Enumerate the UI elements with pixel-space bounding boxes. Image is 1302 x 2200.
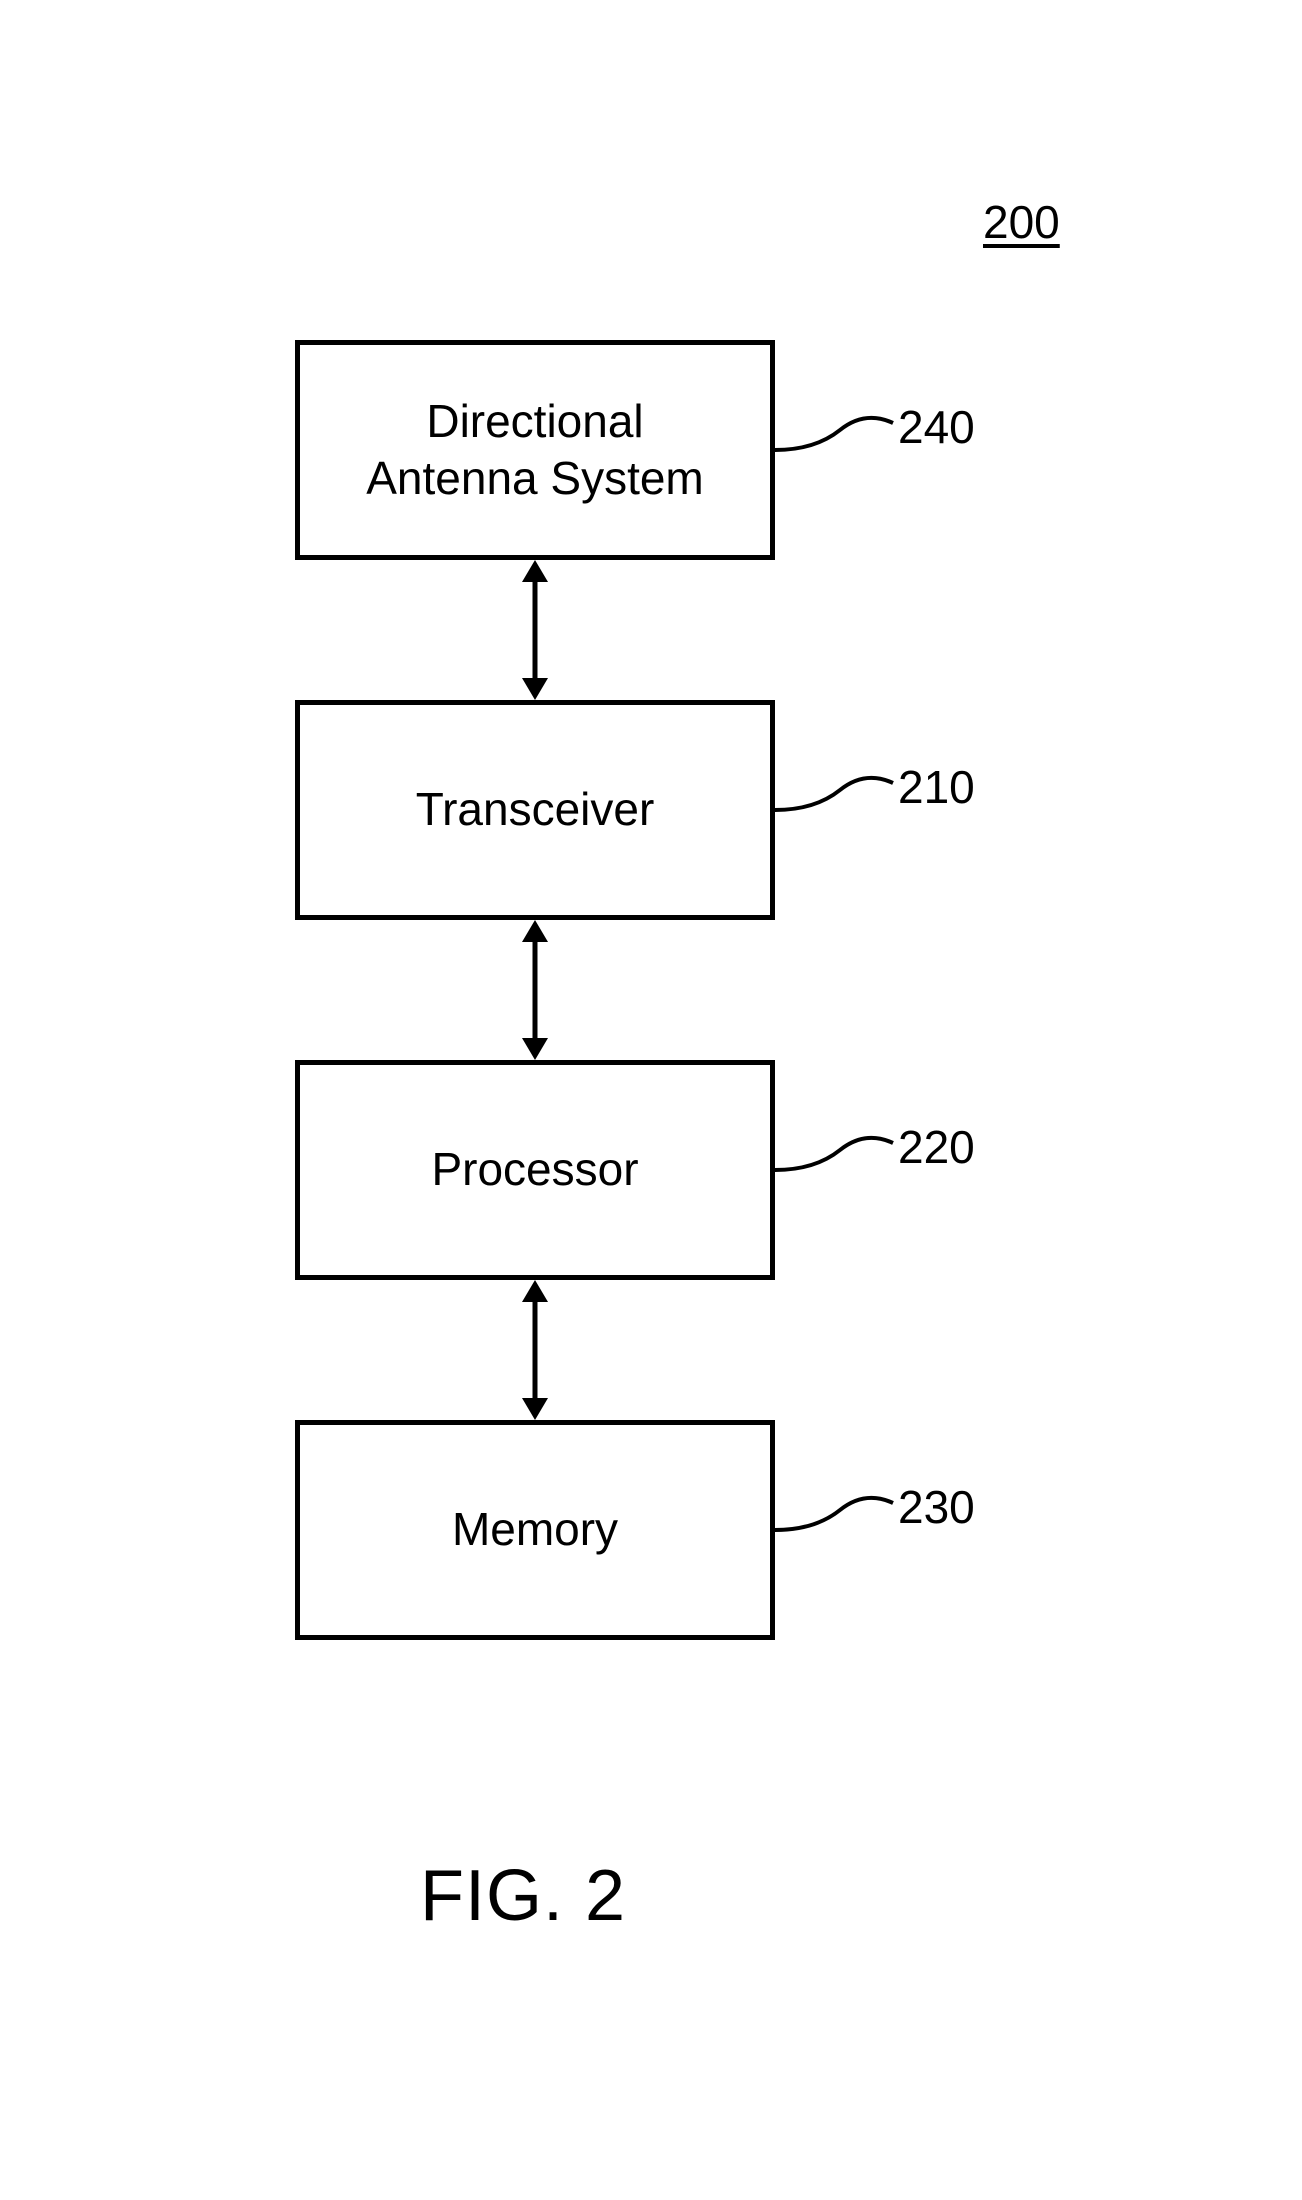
lead-line-memory	[775, 1475, 895, 1535]
block-transceiver: Transceiver	[295, 700, 775, 920]
ref-label-antenna: 240	[898, 400, 975, 454]
figure-reference: 200	[983, 195, 1060, 249]
block-processor: Processor	[295, 1060, 775, 1280]
ref-label-processor: 220	[898, 1120, 975, 1174]
block-transceiver-label: Transceiver	[416, 781, 655, 839]
figure-caption: FIG. 2	[420, 1855, 626, 1937]
block-memory-label: Memory	[452, 1501, 618, 1559]
ref-label-transceiver: 210	[898, 760, 975, 814]
arrow-antenna-transceiver	[510, 560, 560, 700]
block-memory: Memory	[295, 1420, 775, 1640]
arrow-processor-memory	[510, 1280, 560, 1420]
lead-line-transceiver	[775, 755, 895, 815]
lead-line-processor	[775, 1115, 895, 1175]
lead-line-antenna	[775, 395, 895, 455]
block-antenna-label: Directional Antenna System	[366, 393, 704, 508]
ref-label-memory: 230	[898, 1480, 975, 1534]
arrow-transceiver-processor	[510, 920, 560, 1060]
block-antenna: Directional Antenna System	[295, 340, 775, 560]
block-processor-label: Processor	[431, 1141, 638, 1199]
